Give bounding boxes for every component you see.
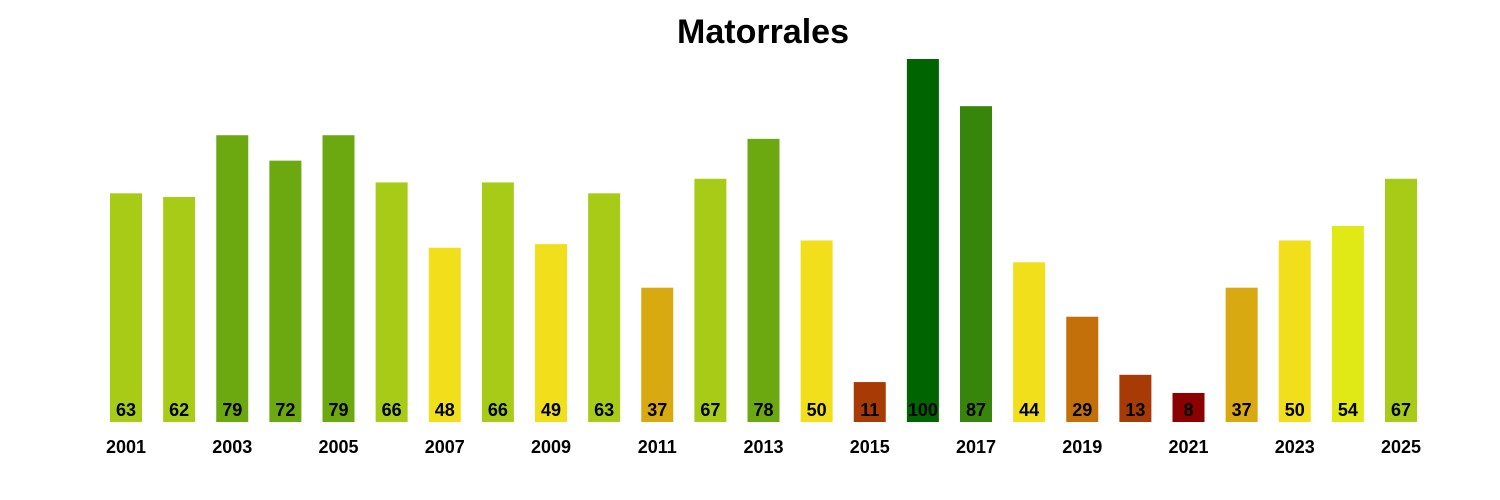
value-label-2002: 62 [169, 400, 189, 420]
value-label-2008: 66 [488, 400, 508, 420]
x-tick-label-2007: 2007 [425, 437, 465, 457]
value-label-2004: 72 [275, 400, 295, 420]
x-tick-label-2005: 2005 [318, 437, 358, 457]
value-labels-group: 63 62 79 72 79 66 48 66 49 63 37 67 78 50 11 100 87 44 29 1… [116, 400, 1411, 420]
bar-2018 [1013, 262, 1046, 422]
value-label-2018: 44 [1019, 400, 1039, 420]
bar-2025 [1385, 178, 1417, 422]
bar-2008 [481, 182, 514, 422]
value-label-2009: 49 [541, 400, 561, 420]
bar-2021 [1172, 392, 1205, 422]
value-label-2003: 79 [222, 400, 242, 420]
bar-2020 [1119, 374, 1152, 422]
bar-2011 [641, 287, 674, 422]
value-label-2006: 66 [382, 400, 402, 420]
value-label-2022: 37 [1232, 400, 1252, 420]
value-label-2005: 79 [328, 400, 348, 420]
bar-2013 [747, 138, 780, 423]
bars-group [110, 59, 1417, 423]
bar-2001 [110, 193, 142, 422]
bar-2024 [1331, 225, 1364, 422]
x-tick-label-2023: 2023 [1275, 437, 1315, 457]
bar-2023 [1278, 240, 1311, 422]
bar-2004 [269, 160, 302, 422]
value-label-2010: 63 [594, 400, 614, 420]
value-label-2016: 100 [908, 400, 938, 420]
value-label-2024: 54 [1338, 400, 1358, 420]
value-label-2011: 37 [647, 400, 667, 420]
bar-2002 [163, 196, 196, 422]
bar-2005 [322, 135, 355, 423]
value-label-2019: 29 [1072, 400, 1092, 420]
x-tick-label-2021: 2021 [1168, 437, 1208, 457]
x-tick-label-2011: 2011 [638, 437, 677, 457]
x-tick-label-2015: 2015 [850, 437, 890, 457]
bar-2009 [535, 244, 567, 422]
bar-2014 [800, 240, 833, 422]
x-tick-label-2019: 2019 [1062, 437, 1102, 457]
bar-2010 [588, 193, 621, 422]
bar-2003 [216, 135, 249, 423]
bar-2017 [960, 106, 992, 422]
x-tick-label-2025: 2025 [1381, 437, 1421, 457]
value-label-2015: 11 [860, 400, 879, 420]
bar-2006 [375, 182, 408, 422]
bar-2022 [1225, 287, 1258, 422]
value-label-2020: 13 [1125, 400, 1145, 420]
bar-2015 [853, 382, 886, 422]
bar-2007 [428, 247, 461, 422]
x-tick-label-2013: 2013 [743, 437, 783, 457]
value-label-2001: 63 [116, 400, 136, 420]
x-tick-label-2003: 2003 [212, 437, 252, 457]
x-tick-label-2001: 2001 [106, 437, 146, 457]
bar-2019 [1066, 316, 1099, 422]
value-label-2021: 8 [1183, 400, 1193, 420]
value-label-2012: 67 [700, 400, 720, 420]
value-label-2025: 67 [1391, 400, 1411, 420]
bar-2012 [694, 178, 727, 422]
value-label-2007: 48 [435, 400, 455, 420]
value-label-2014: 50 [807, 400, 827, 420]
x-tick-labels-group: 2001 2003 2005 2007 2009 2011 2013 2015 2017 2019… [106, 437, 1421, 457]
value-label-2017: 87 [966, 400, 986, 420]
bar-2016 [906, 59, 939, 422]
value-label-2023: 50 [1285, 400, 1305, 420]
x-tick-label-2009: 2009 [531, 437, 571, 457]
value-label-2013: 78 [753, 400, 773, 420]
x-tick-label-2017: 2017 [956, 437, 996, 457]
chart-title: Matorrales [677, 13, 849, 51]
